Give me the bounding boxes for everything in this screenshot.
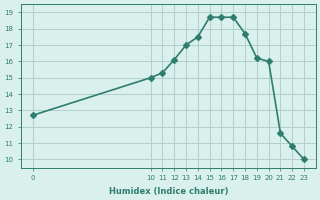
X-axis label: Humidex (Indice chaleur): Humidex (Indice chaleur) <box>108 187 228 196</box>
